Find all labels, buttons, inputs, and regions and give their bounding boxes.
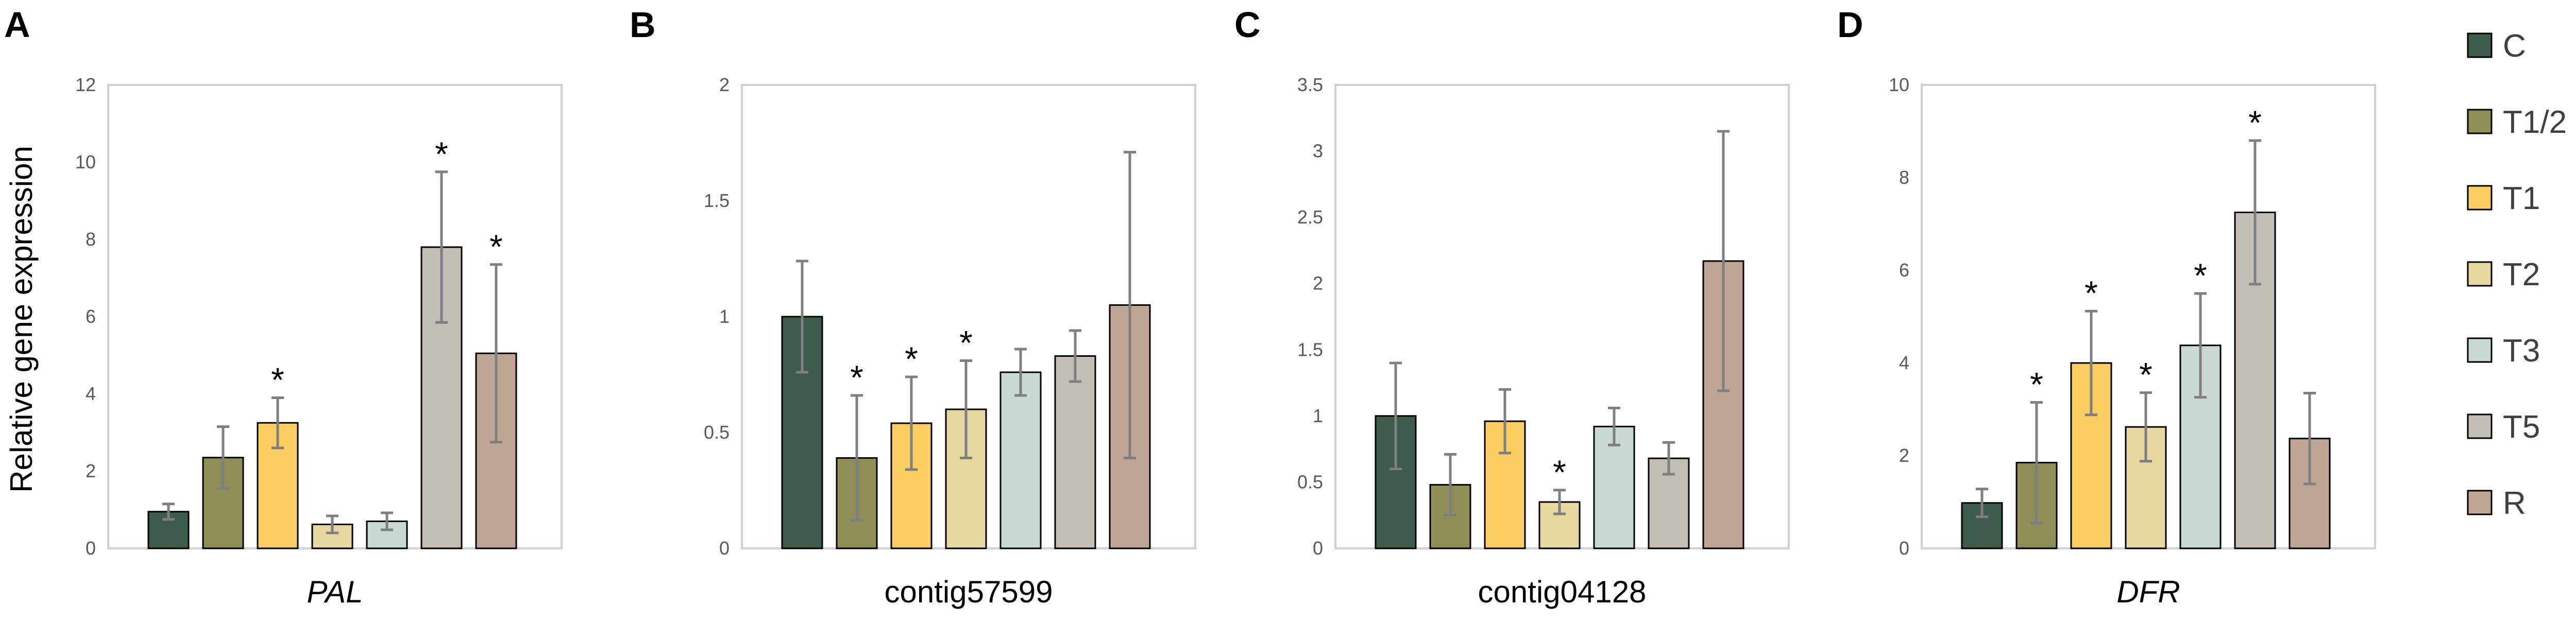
- significance-star: *: [959, 324, 973, 362]
- y-tick-label: 2: [719, 74, 730, 95]
- legend-label: T1: [2503, 181, 2540, 216]
- legend-label: T3: [2503, 333, 2540, 369]
- y-tick-label: 4: [86, 383, 96, 404]
- y-tick-label: 2: [1313, 273, 1323, 294]
- legend-swatch: [2467, 32, 2493, 58]
- panel-letter: D: [1837, 5, 1863, 45]
- y-tick-label: 2.5: [1297, 206, 1323, 228]
- y-tick-label: 10: [75, 151, 96, 172]
- legend-swatch: [2467, 185, 2493, 211]
- y-tick-label: 4: [1899, 352, 1909, 373]
- y-tick-label: 0: [86, 538, 96, 559]
- legend-label: T1/2: [2503, 105, 2567, 140]
- significance-star: *: [1553, 453, 1566, 491]
- y-tick-label: 8: [86, 229, 96, 250]
- significance-star: *: [2084, 274, 2098, 312]
- significance-star: *: [2248, 103, 2262, 142]
- legend-label: R: [2503, 486, 2526, 521]
- bars: * * *: [147, 135, 517, 549]
- panel-letter: C: [1234, 5, 1261, 45]
- legend-label: C: [2503, 28, 2526, 64]
- x-axis-label: contig57599: [885, 575, 1053, 609]
- bar-t3: [366, 521, 408, 549]
- y-tick-label: 0: [1313, 538, 1323, 559]
- y-tick-label: 3.5: [1297, 74, 1323, 95]
- x-axis-label: contig04128: [1478, 575, 1647, 609]
- y-ticks: 0 2 4 6 8 10: [1889, 74, 1909, 559]
- y-tick-label: 2: [86, 460, 96, 481]
- y-axis-label: Relative gene expression: [4, 146, 39, 493]
- y-tick-label: 1.5: [1297, 339, 1323, 360]
- y-tick-label: 10: [1889, 74, 1909, 95]
- significance-star: *: [2139, 356, 2153, 394]
- panel-c: C 0 0.5 1 1.5 2 2.5 3 3.5 * contig04128: [1234, 5, 1790, 609]
- y-ticks: 0 0.5 1 1.5 2: [704, 74, 730, 559]
- y-tick-label: 0: [719, 538, 730, 559]
- y-tick-label: 2: [1899, 445, 1909, 466]
- y-tick-label: 1: [719, 306, 730, 327]
- legend-swatch: [2467, 337, 2493, 363]
- bar-t5: [1054, 355, 1096, 549]
- x-axis-label: DFR: [2116, 575, 2180, 609]
- y-tick-label: 6: [86, 306, 96, 327]
- significance-star: *: [435, 135, 448, 173]
- bar-t3: [1593, 425, 1635, 549]
- y-tick-label: 1: [1313, 405, 1323, 426]
- bar-t1: [257, 422, 299, 549]
- y-tick-label: 0.5: [1297, 471, 1323, 492]
- y-ticks: 0 2 4 6 8 10 12: [75, 74, 96, 559]
- bars: * * *: [781, 151, 1151, 549]
- legend: C T1/2 T1 T2 T3 T5 R: [2467, 28, 2567, 521]
- y-ticks: 0 0.5 1 1.5 2 2.5 3 3.5: [1297, 74, 1323, 559]
- bar-c: [781, 316, 823, 549]
- bars: * * * * *: [1961, 103, 2331, 549]
- significance-star: *: [850, 358, 863, 396]
- legend-swatch: [2467, 261, 2493, 287]
- significance-star: *: [2030, 366, 2043, 404]
- panel-b: B 0 0.5 1 1.5 2 * * * contig57599: [630, 5, 1196, 609]
- panel-d: D 0 2 4 6 8 10 * * * * * DFR: [1837, 5, 2376, 609]
- x-axis-label: PAL: [307, 575, 363, 609]
- significance-star: *: [905, 340, 918, 378]
- y-tick-label: 12: [75, 74, 96, 95]
- significance-star: *: [2194, 256, 2207, 295]
- legend-swatch: [2467, 109, 2493, 134]
- significance-star: *: [271, 361, 284, 399]
- bar-t3: [999, 371, 1042, 549]
- y-tick-label: 6: [1899, 259, 1909, 281]
- legend-label: T2: [2503, 257, 2540, 292]
- bars: *: [1375, 130, 1744, 549]
- legend-swatch: [2467, 413, 2493, 439]
- legend-swatch: [2467, 490, 2493, 515]
- legend-label: T5: [2503, 409, 2540, 445]
- y-tick-label: 0: [1899, 538, 1909, 559]
- panel-letter: B: [630, 5, 656, 45]
- y-tick-label: 3: [1313, 141, 1323, 162]
- panel-letter: A: [4, 5, 30, 45]
- significance-star: *: [489, 228, 503, 266]
- y-tick-label: 0.5: [704, 422, 730, 443]
- y-tick-label: 8: [1899, 167, 1909, 188]
- y-tick-label: 1.5: [704, 190, 730, 211]
